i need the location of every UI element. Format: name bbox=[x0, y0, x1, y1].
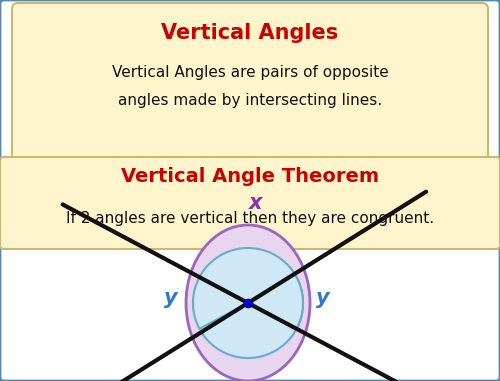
Text: Vertical Angles: Vertical Angles bbox=[162, 23, 338, 43]
Text: Vertical Angle Theorem: Vertical Angle Theorem bbox=[121, 168, 379, 187]
Text: angles made by intersecting lines.: angles made by intersecting lines. bbox=[118, 93, 382, 109]
Wedge shape bbox=[193, 248, 303, 358]
Text: y: y bbox=[316, 288, 330, 308]
Text: x: x bbox=[249, 193, 263, 213]
Text: y: y bbox=[164, 288, 178, 308]
Ellipse shape bbox=[186, 225, 310, 381]
Text: Vertical Angles are pairs of opposite: Vertical Angles are pairs of opposite bbox=[112, 66, 388, 80]
FancyBboxPatch shape bbox=[12, 3, 488, 165]
Wedge shape bbox=[248, 274, 303, 329]
Text: If 2 angles are vertical then they are congruent.: If 2 angles are vertical then they are c… bbox=[66, 211, 434, 226]
FancyBboxPatch shape bbox=[0, 157, 500, 249]
